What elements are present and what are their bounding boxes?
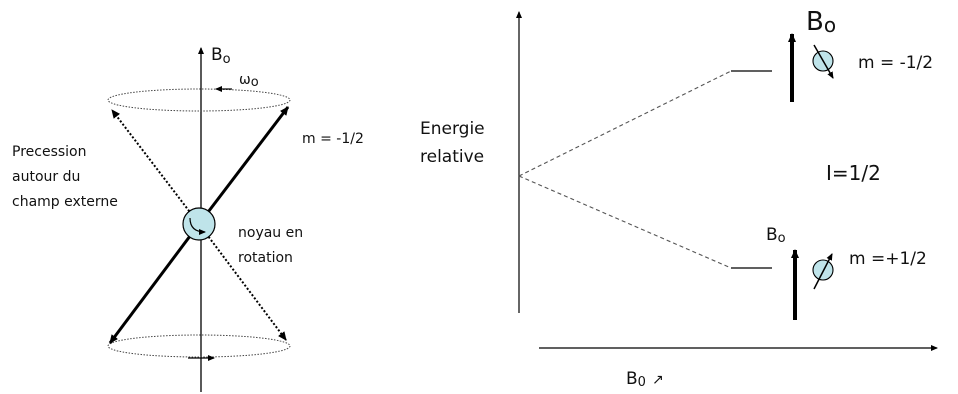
lower-m-label: m =+1/2 (849, 249, 927, 269)
moment-arrow-upper-right (197, 106, 290, 225)
omega-label: ωo (239, 72, 259, 90)
nucleus-rotation-arrow (189, 217, 206, 235)
energy-axis-label: Energie relative (420, 119, 490, 167)
nucleus-sphere (182, 207, 216, 241)
lower-split-line (518, 175, 732, 269)
nucleus-text: noyau en rotation (238, 225, 308, 266)
upper-field-label: Bo (806, 7, 836, 37)
precession-panel: Bo ωo m = -1/2 Precession autour du cham… (12, 45, 364, 392)
cone-line-lower-right (198, 223, 287, 341)
precession-text: Precession autour du champ externe (12, 144, 118, 210)
upper-split-line (518, 70, 732, 177)
upper-spin-arrow (813, 44, 834, 79)
energy-panel: Energie relative B0 ↗ Bo m = -1/2 I=1/2 B… (420, 7, 938, 390)
bottom-precession-ellipse (107, 334, 291, 358)
cone-line-upper-left (111, 109, 200, 225)
field-axis-label: B0 ↗ (626, 369, 664, 390)
top-precession-ellipse (107, 88, 291, 112)
lower-field-label: Bo (766, 225, 786, 246)
lower-spin-arrow (813, 253, 833, 290)
spin-number-label: I=1/2 (826, 161, 881, 185)
upper-m-label: m = -1/2 (858, 53, 933, 73)
moment-arrow-lower-left (108, 223, 201, 344)
b0-axis-label: Bo (211, 45, 231, 67)
spin-label-left: m = -1/2 (302, 131, 364, 147)
